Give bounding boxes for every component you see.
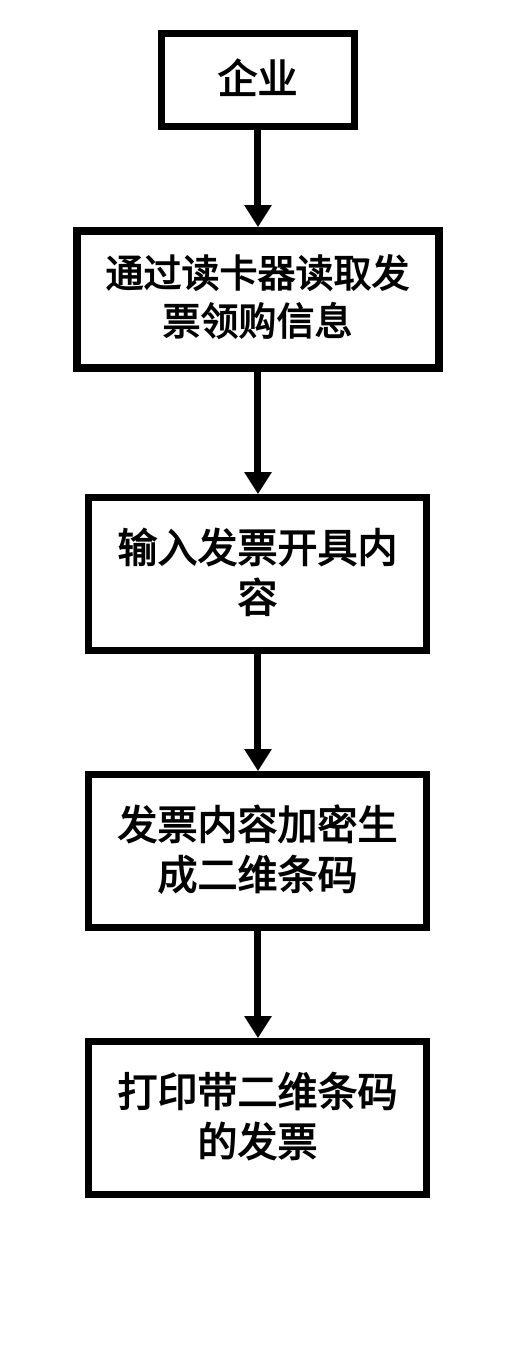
flow-arrow	[244, 372, 272, 494]
flow-node-input-content: 输入发票开具内容	[85, 494, 430, 654]
flowchart: 企业 通过读卡器读取发票领购信息 输入发票开具内容 发票内容加密生成二维条码 打…	[0, 0, 515, 1198]
flow-arrow	[244, 931, 272, 1038]
flow-node-label: 打印带二维条码的发票	[114, 1068, 401, 1168]
flow-arrow	[244, 654, 272, 771]
flow-node-label: 企业	[218, 55, 298, 105]
flow-node-read-card: 通过读卡器读取发票领购信息	[73, 227, 443, 372]
flow-arrow	[244, 130, 272, 227]
flow-node-encrypt-barcode: 发票内容加密生成二维条码	[85, 771, 430, 931]
flow-node-enterprise: 企业	[158, 30, 358, 130]
flow-node-label: 发票内容加密生成二维条码	[114, 801, 401, 901]
flow-node-print-invoice: 打印带二维条码的发票	[85, 1038, 430, 1198]
flow-node-label: 通过读卡器读取发票领购信息	[99, 252, 417, 347]
flow-node-label: 输入发票开具内容	[114, 524, 401, 624]
